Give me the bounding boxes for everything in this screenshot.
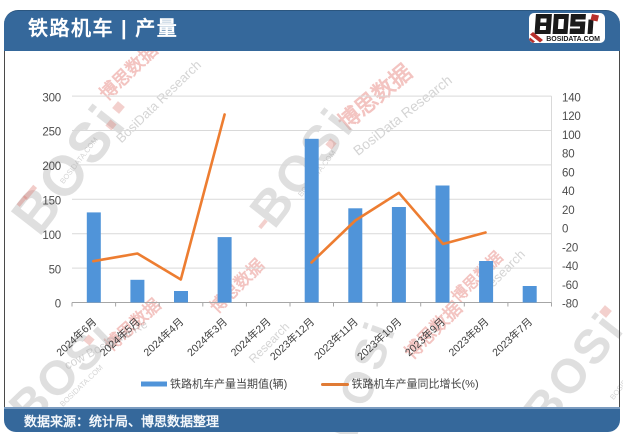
- svg-text:2024年5月: 2024年5月: [97, 315, 143, 359]
- svg-text:300: 300: [42, 92, 61, 104]
- svg-text:50: 50: [49, 264, 61, 276]
- svg-text:铁路机车产量同比增长(%): 铁路机车产量同比增长(%): [352, 377, 479, 391]
- svg-text:200: 200: [42, 161, 61, 173]
- svg-text:2024年4月: 2024年4月: [141, 315, 187, 359]
- svg-text:-80: -80: [562, 299, 578, 311]
- svg-text:2023年11月: 2023年11月: [311, 315, 360, 362]
- svg-text:80: 80: [562, 149, 574, 161]
- svg-text:120: 120: [562, 111, 581, 123]
- svg-text:-20: -20: [562, 242, 578, 254]
- svg-text:-60: -60: [562, 280, 578, 292]
- svg-text:100: 100: [562, 130, 581, 142]
- svg-text:2023年12月: 2023年12月: [267, 315, 317, 363]
- svg-text:2023年7月: 2023年7月: [490, 315, 536, 359]
- svg-text:40: 40: [562, 186, 574, 198]
- svg-text:100: 100: [42, 230, 61, 242]
- svg-text:20: 20: [562, 205, 574, 217]
- svg-text:铁路机车产量当期值(辆): 铁路机车产量当期值(辆): [170, 377, 287, 391]
- svg-text:0: 0: [55, 299, 61, 311]
- svg-text:140: 140: [562, 92, 581, 104]
- svg-text:2023年9月: 2023年9月: [402, 315, 448, 359]
- svg-text:150: 150: [42, 196, 61, 208]
- svg-text:-40: -40: [562, 261, 578, 273]
- svg-text:2024年6月: 2024年6月: [54, 315, 100, 359]
- svg-text:250: 250: [42, 127, 61, 139]
- svg-text:BOSIDATA.COM: BOSIDATA.COM: [546, 36, 600, 43]
- svg-text:0: 0: [562, 224, 568, 236]
- svg-text:2023年10月: 2023年10月: [354, 315, 404, 363]
- svg-text:2024年3月: 2024年3月: [184, 315, 230, 359]
- svg-text:2023年8月: 2023年8月: [446, 315, 492, 359]
- svg-text:60: 60: [562, 167, 574, 179]
- svg-text:2024年2月: 2024年2月: [228, 315, 274, 359]
